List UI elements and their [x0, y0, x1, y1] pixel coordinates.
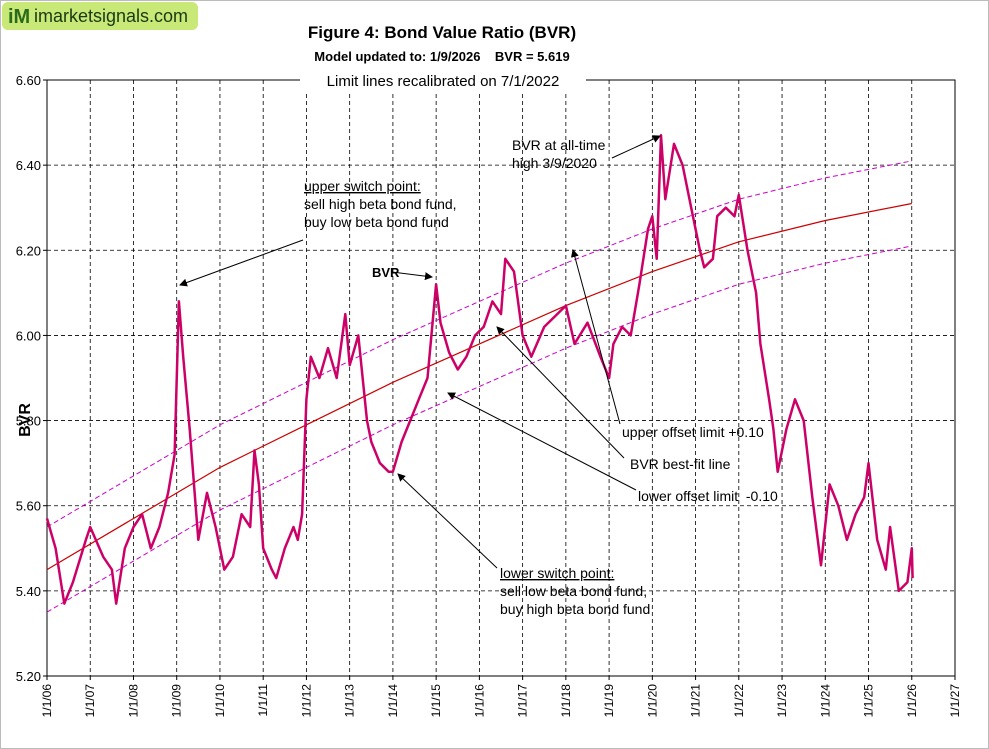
y-tick-label: 6.60 — [16, 73, 41, 88]
series-label: lower offset limit -0.10 — [638, 488, 778, 504]
x-tick-label: 1/1/15 — [429, 684, 443, 718]
note-box — [300, 69, 586, 91]
annotation: buy low beta bond fund — [304, 214, 449, 230]
y-axis-label: BVR — [17, 403, 34, 437]
series-line — [46, 245, 912, 613]
arrow — [496, 326, 625, 459]
chart-title: Figure 4: Bond Value Ratio (BVR) — [308, 23, 576, 42]
logo-mark: iM — [8, 6, 30, 28]
y-tick-label: 5.60 — [16, 499, 41, 514]
series-line — [46, 160, 912, 528]
annotation: sell low beta bond fund, — [500, 583, 647, 599]
x-tick-label: 1/1/10 — [213, 684, 227, 718]
annotation: high 3/9/2020 — [512, 155, 597, 171]
x-tick-label: 1/1/19 — [602, 684, 616, 718]
y-tick-label: 6.20 — [16, 243, 41, 258]
annotation: lower switch point: — [500, 565, 614, 581]
x-tick-label: 1/1/14 — [386, 684, 400, 718]
y-tick-label: 5.80 — [16, 414, 41, 429]
note: Limit lines recalibrated on 7/1/2022 — [327, 73, 560, 90]
x-tick-label: 1/1/25 — [862, 684, 876, 718]
arrow — [611, 135, 661, 159]
logo-text: imarketsignals.com — [34, 6, 188, 26]
y-tick-label: 6.00 — [16, 328, 41, 343]
x-tick-label: 1/1/06 — [40, 684, 54, 718]
annotation: upper switch point: — [304, 178, 421, 194]
annotation: BVR at all-time — [512, 137, 606, 153]
chart-subtitle: Model updated to: 1/9/2026 BVR = 5.619 — [314, 49, 569, 64]
x-tick-label: 1/1/22 — [732, 684, 746, 718]
arrow — [397, 473, 498, 569]
x-tick-label: 1/1/23 — [775, 684, 789, 718]
x-tick-label: 1/1/08 — [126, 684, 140, 718]
x-tick-label: 1/1/17 — [516, 684, 530, 718]
x-tick-label: 1/1/20 — [645, 684, 659, 718]
x-tick-label: 1/1/24 — [818, 684, 832, 718]
x-tick-label: 1/1/16 — [472, 684, 486, 718]
arrows — [179, 135, 661, 569]
x-tick-label: 1/1/13 — [343, 684, 357, 718]
arrow — [447, 392, 637, 491]
x-tick-label: 1/1/18 — [559, 684, 573, 718]
x-tick-label: 1/1/12 — [299, 684, 313, 718]
logo-box — [2, 2, 198, 30]
annotation: sell high beta bond fund, — [304, 196, 457, 212]
annotation: buy high beta bond fund — [500, 601, 650, 617]
plot-area — [46, 79, 956, 677]
x-tick-label: 1/1/07 — [83, 684, 97, 718]
x-tick-label: 1/1/26 — [905, 684, 919, 718]
arrow — [179, 239, 304, 287]
y-tick-label: 6.40 — [16, 158, 41, 173]
x-tick-label: 1/1/27 — [948, 684, 962, 718]
series-line — [46, 202, 912, 571]
series-label: BVR best-fit line — [630, 456, 731, 472]
arrow — [391, 271, 433, 281]
series-line — [45, 134, 914, 605]
x-tick-label: 1/1/21 — [689, 684, 703, 718]
y-tick-label: 5.40 — [16, 584, 41, 599]
y-tick-label: 5.20 — [16, 669, 41, 684]
x-tick-label: 1/1/09 — [170, 684, 184, 718]
x-tick-label: 1/1/11 — [256, 684, 270, 717]
series-label: upper offset limit +0.10 — [622, 424, 764, 440]
series-label: BVR — [372, 265, 400, 280]
arrow — [570, 249, 621, 425]
